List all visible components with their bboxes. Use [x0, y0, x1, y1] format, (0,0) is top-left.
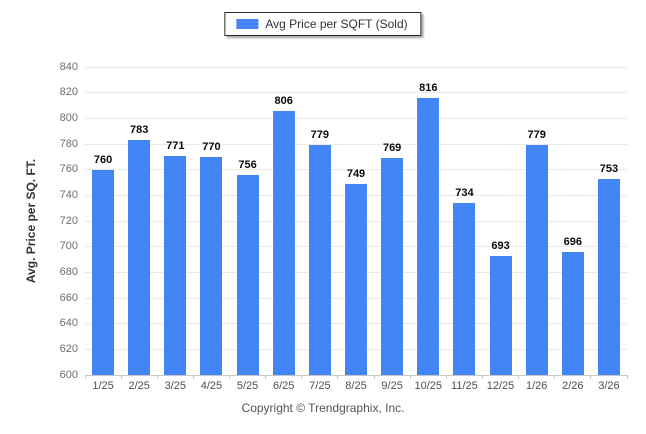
- bar: [272, 110, 295, 375]
- y-tick-label: 840: [59, 60, 78, 73]
- x-tick-label: 7/25: [309, 380, 331, 392]
- bar: [453, 203, 476, 375]
- gridline: [85, 374, 627, 376]
- y-tick-label: 640: [59, 317, 78, 330]
- bar-value-label: 779: [527, 129, 546, 142]
- axis-tick: [518, 375, 520, 379]
- bar: [200, 156, 223, 375]
- copyright-text: Copyright © Trendgraphix, Inc.: [241, 401, 405, 415]
- bar-value-label: 806: [274, 94, 293, 107]
- axis-tick: [481, 375, 483, 379]
- axis-tick: [409, 375, 411, 379]
- y-tick-label: 760: [59, 163, 78, 176]
- axis-tick: [445, 375, 447, 379]
- axis-tick: [554, 375, 556, 379]
- bar: [489, 255, 512, 375]
- x-tick-label: 12/25: [486, 380, 515, 392]
- y-tick-label: 780: [59, 137, 78, 150]
- y-tick-label: 600: [59, 368, 78, 381]
- gridline: [85, 66, 627, 68]
- axis-tick: [626, 375, 628, 379]
- y-tick-label: 740: [59, 188, 78, 201]
- x-tick-label: 1/25: [92, 380, 114, 392]
- bar-value-label: 749: [346, 167, 366, 180]
- bar-value-label: 693: [491, 239, 510, 252]
- bar-value-label: 783: [130, 124, 149, 137]
- bar: [236, 174, 259, 375]
- bar: [525, 145, 548, 375]
- bar-value-label: 734: [455, 187, 474, 200]
- y-tick-label: 660: [59, 291, 78, 304]
- gridline: [85, 117, 627, 119]
- x-tick-label: 10/25: [414, 380, 443, 392]
- axis-tick: [337, 375, 339, 379]
- bar: [92, 169, 115, 375]
- x-tick-label: 5/25: [236, 380, 259, 392]
- axis-tick: [301, 375, 303, 379]
- gridline: [85, 143, 627, 145]
- bar-value-label: 769: [382, 142, 402, 155]
- x-tick-label: 3/26: [598, 380, 620, 392]
- gridline: [85, 169, 627, 171]
- bar-value-label: 771: [166, 139, 185, 152]
- legend-swatch: [236, 19, 259, 29]
- x-tick-label: 8/25: [345, 380, 367, 392]
- bar-value-label: 760: [93, 153, 113, 166]
- x-tick-label: 9/25: [381, 380, 403, 392]
- bar-value-label: 696: [563, 235, 582, 248]
- y-tick-label: 800: [59, 111, 78, 124]
- bar: [597, 178, 620, 375]
- x-tick-label: 4/25: [200, 380, 223, 392]
- plot-area: 600 620 640 660 680 700 720 740 760 780 800 820 840 7…: [60, 61, 628, 392]
- bar: [345, 183, 367, 375]
- y-tick-label: 820: [59, 86, 78, 99]
- bar-value-label: 816: [419, 81, 438, 94]
- axis-tick: [373, 375, 375, 379]
- bar-value-label: 756: [238, 158, 257, 171]
- bar-value-label: 779: [310, 129, 330, 142]
- bar: [128, 140, 151, 375]
- axis-tick: [156, 375, 158, 379]
- y-tick-label: 620: [59, 342, 78, 355]
- axis-tick: [265, 375, 267, 379]
- x-tick-label: 11/25: [451, 380, 478, 392]
- bar: [417, 97, 440, 375]
- bar-value-label: 770: [202, 140, 221, 153]
- bar: [561, 251, 584, 375]
- legend: Avg Price per SQFT (Sold): [224, 12, 422, 36]
- axis-tick: [590, 375, 592, 379]
- x-tick-label: 1/26: [525, 380, 548, 392]
- axis-tick: [84, 375, 86, 379]
- bar: [164, 155, 187, 375]
- gridline: [85, 92, 627, 94]
- bar: [381, 158, 404, 375]
- x-tick-label: 2/26: [562, 380, 584, 392]
- x-tick-label: 2/25: [128, 380, 150, 392]
- bar: [308, 145, 331, 375]
- bar-value-label: 753: [599, 162, 619, 175]
- x-tick-label: 3/25: [164, 380, 187, 392]
- legend-label: Avg Price per SQFT (Sold): [265, 17, 408, 31]
- axis-tick: [229, 375, 231, 379]
- y-tick-label: 720: [59, 214, 78, 227]
- x-tick-label: 6/25: [273, 380, 295, 392]
- axis-tick: [120, 375, 122, 379]
- y-tick-label: 680: [59, 265, 78, 278]
- y-tick-label: 700: [59, 240, 78, 253]
- axis-tick: [192, 375, 194, 379]
